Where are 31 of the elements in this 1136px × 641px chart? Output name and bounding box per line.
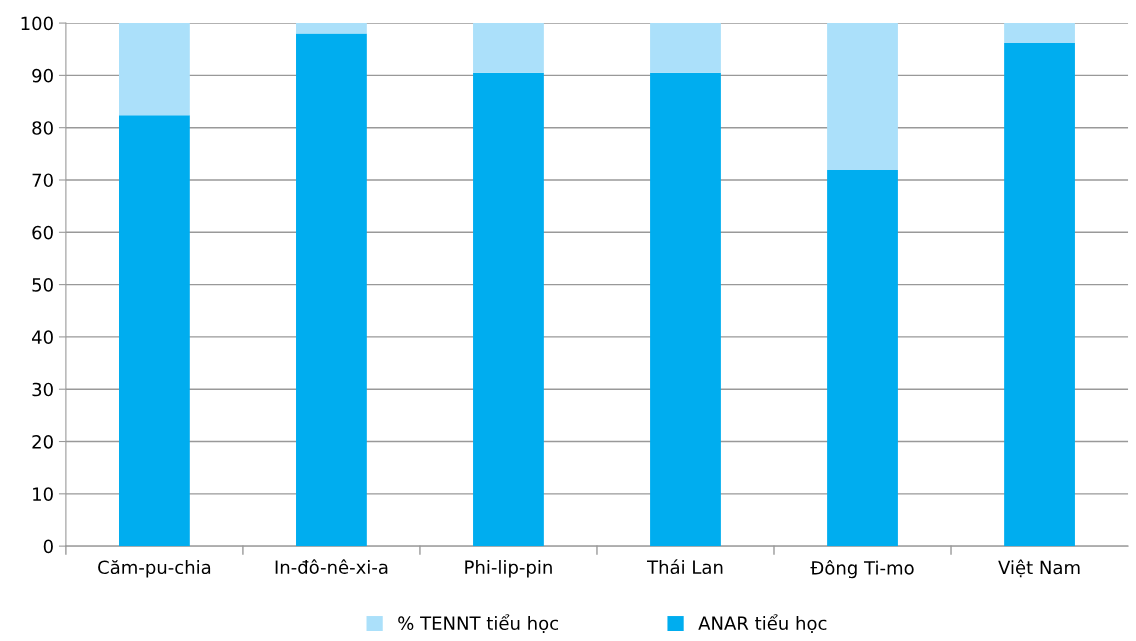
x-tick-label: Việt Nam xyxy=(998,559,1080,578)
y-tick-label: 100 xyxy=(21,16,53,31)
bar xyxy=(827,170,898,547)
bar xyxy=(119,115,190,547)
y-tick-label: 0 xyxy=(43,539,53,554)
bar xyxy=(1004,42,1075,547)
x-tick-label: Đông Ti-mo xyxy=(810,560,914,579)
y-tick-label: 30 xyxy=(32,382,53,397)
y-tick-label: 90 xyxy=(32,68,53,83)
bar xyxy=(650,23,721,73)
y-tick-label: 80 xyxy=(32,121,53,135)
y-tick-label: 10 xyxy=(33,487,53,501)
y-tick-label: 20 xyxy=(32,434,53,449)
bar xyxy=(650,72,721,547)
x-tick-label: Phi-lip-pin xyxy=(465,560,552,578)
legend-label: % TENNT tiểu học xyxy=(398,614,558,634)
legend-label: ANAR tiểu học xyxy=(698,614,827,634)
y-tick-label: 50 xyxy=(32,278,53,292)
bar xyxy=(473,23,544,73)
bar xyxy=(119,23,190,116)
bar xyxy=(296,23,367,34)
x-tick-label: In-đô-nê-xi-a xyxy=(275,559,388,574)
bar xyxy=(296,33,367,547)
x-tick-label: Căm-pu-chia xyxy=(98,560,211,578)
y-tick-label: 60 xyxy=(32,225,53,240)
bar xyxy=(1004,23,1075,43)
bar xyxy=(473,72,544,547)
y-tick-label: 40 xyxy=(31,330,53,345)
x-tick-label: Thái Lan xyxy=(647,559,723,574)
bar xyxy=(827,23,898,171)
y-tick-label: 70 xyxy=(32,173,53,188)
